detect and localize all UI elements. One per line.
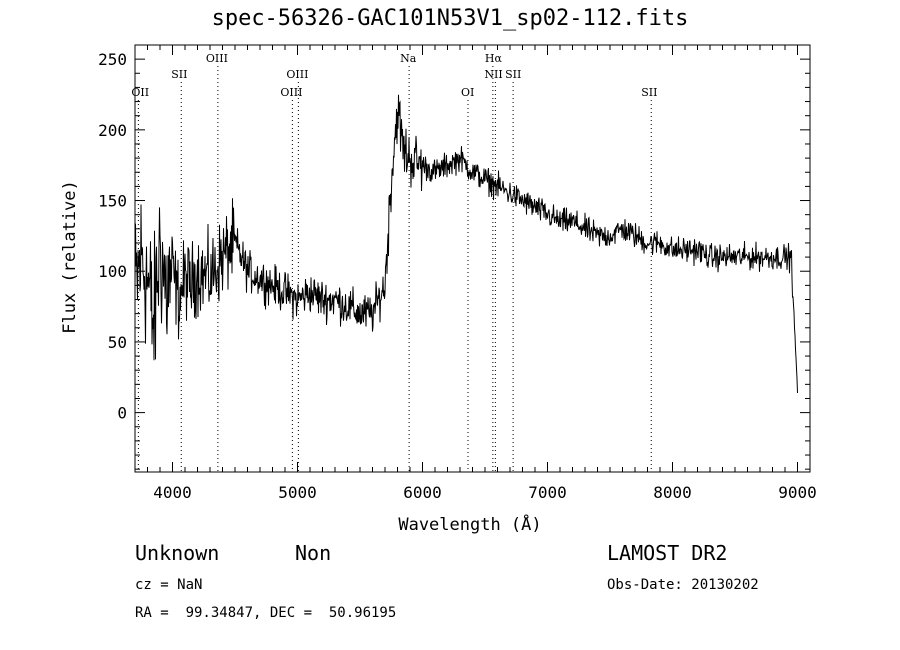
y-tick-label: 0	[117, 404, 127, 423]
line-marker-label: SII	[505, 68, 521, 81]
line-marker-label: OII	[131, 86, 149, 99]
y-tick-label: 250	[98, 50, 127, 69]
spectrum-line	[134, 94, 798, 394]
y-tick-label: 150	[98, 192, 127, 211]
survey-label: LAMOST DR2	[607, 541, 728, 565]
x-tick-label: 6000	[403, 483, 442, 502]
y-axis-label: Flux (relative)	[60, 180, 80, 334]
x-tick-label: 8000	[653, 483, 692, 502]
line-marker-label: OIII	[280, 86, 302, 99]
x-tick-label: 5000	[278, 483, 317, 502]
x-tick-label: 7000	[528, 483, 567, 502]
spectrum-series	[134, 94, 798, 394]
line-marker-label: Na	[400, 52, 417, 65]
y-tick-label: 50	[108, 333, 127, 352]
line-marker-label: OIII	[286, 68, 308, 81]
chart-title: spec-56326-GAC101N53V1_sp02-112.fits	[211, 6, 689, 31]
x-tick-label: 4000	[153, 483, 192, 502]
class-label: Unknown	[135, 541, 220, 565]
y-axis: 0 50 100 150 200 250	[98, 44, 810, 470]
y-tick-label: 100	[98, 262, 127, 281]
line-marker-label: OIII	[206, 52, 228, 65]
y-tick-label: 200	[98, 121, 127, 140]
line-marker-label: SII	[641, 86, 657, 99]
line-marker-label: SII	[171, 68, 187, 81]
line-marker-label: Hα	[485, 52, 503, 65]
cz-label: cz = NaN	[135, 577, 203, 593]
line-marker-label: OI	[461, 86, 474, 99]
x-tick-label: 9000	[778, 483, 817, 502]
obs-date-label: Obs-Date: 20130202	[607, 577, 759, 593]
subclass-label: Non	[295, 541, 332, 565]
x-axis: 4000 5000 6000 7000 8000 9000	[134, 45, 817, 502]
coords-label: RA = 99.34847, DEC = 50.96195	[135, 605, 397, 621]
line-marker-label: NII	[484, 68, 502, 81]
x-axis-label: Wavelength (Å)	[398, 513, 541, 535]
